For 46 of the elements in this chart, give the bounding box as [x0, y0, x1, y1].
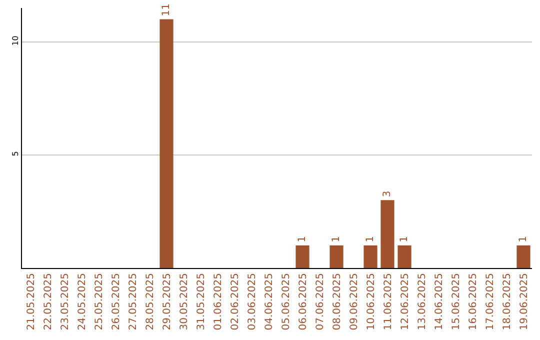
x-tick-label: 08.06.2025 [332, 273, 343, 330]
x-tick-label: 04.06.2025 [264, 273, 275, 330]
x-tick-label: 27.05.2025 [128, 273, 139, 330]
x-tick-label: 24.05.2025 [76, 273, 88, 330]
x-tick-label: 06.06.2025 [298, 273, 309, 330]
x-tick-label: 19.06.2025 [518, 273, 530, 330]
data-label: 1 [331, 236, 342, 242]
bar [516, 245, 530, 268]
x-tick-label: 28.05.2025 [144, 273, 156, 330]
bar [364, 245, 378, 268]
x-tick-label: 01.06.2025 [212, 273, 224, 330]
x-tick-label: 16.06.2025 [468, 273, 479, 330]
x-tick-label: 11.06.2025 [382, 273, 394, 330]
y-tick-label: 5 [10, 151, 20, 156]
x-tick-label: 30.05.2025 [178, 273, 190, 330]
x-tick-label: 15.06.2025 [450, 273, 462, 330]
x-tick-label: 02.06.2025 [230, 273, 241, 330]
data-label: 3 [382, 190, 393, 198]
x-tick-label: 25.05.2025 [94, 273, 105, 330]
x-tick-label: 13.06.2025 [416, 273, 428, 330]
x-tick-label: 23.05.2025 [60, 273, 71, 330]
x-tick-label: 22.05.2025 [42, 273, 54, 330]
x-tick-label: 10.06.2025 [366, 273, 377, 330]
bar [330, 245, 344, 268]
x-tick-label: 31.05.2025 [196, 273, 207, 330]
data-label: 11 [161, 4, 172, 16]
data-label: 1 [365, 236, 376, 242]
x-tick-label: 29.05.2025 [162, 273, 173, 330]
x-tick-label: 07.06.2025 [314, 273, 326, 330]
x-tick-label: 21.05.2025 [26, 273, 37, 330]
x-tick-label: 05.06.2025 [280, 273, 292, 330]
data-label: 1 [297, 236, 308, 242]
x-tick-label: 26.05.2025 [110, 273, 122, 330]
x-tick-label: 09.06.2025 [348, 273, 360, 330]
bar [160, 19, 174, 268]
bar [380, 200, 394, 268]
bar [398, 245, 412, 268]
data-label: 1 [518, 236, 529, 242]
x-tick-label: 12.06.2025 [400, 273, 411, 330]
x-tick-label: 18.06.2025 [502, 273, 513, 330]
x-tick-label: 03.06.2025 [246, 273, 258, 330]
data-label: 1 [399, 236, 410, 242]
y-tick-label: 10 [10, 36, 20, 46]
x-tick-label: 17.06.2025 [484, 273, 496, 330]
bar [296, 245, 310, 268]
x-tick-label: 14.06.2025 [434, 273, 445, 330]
